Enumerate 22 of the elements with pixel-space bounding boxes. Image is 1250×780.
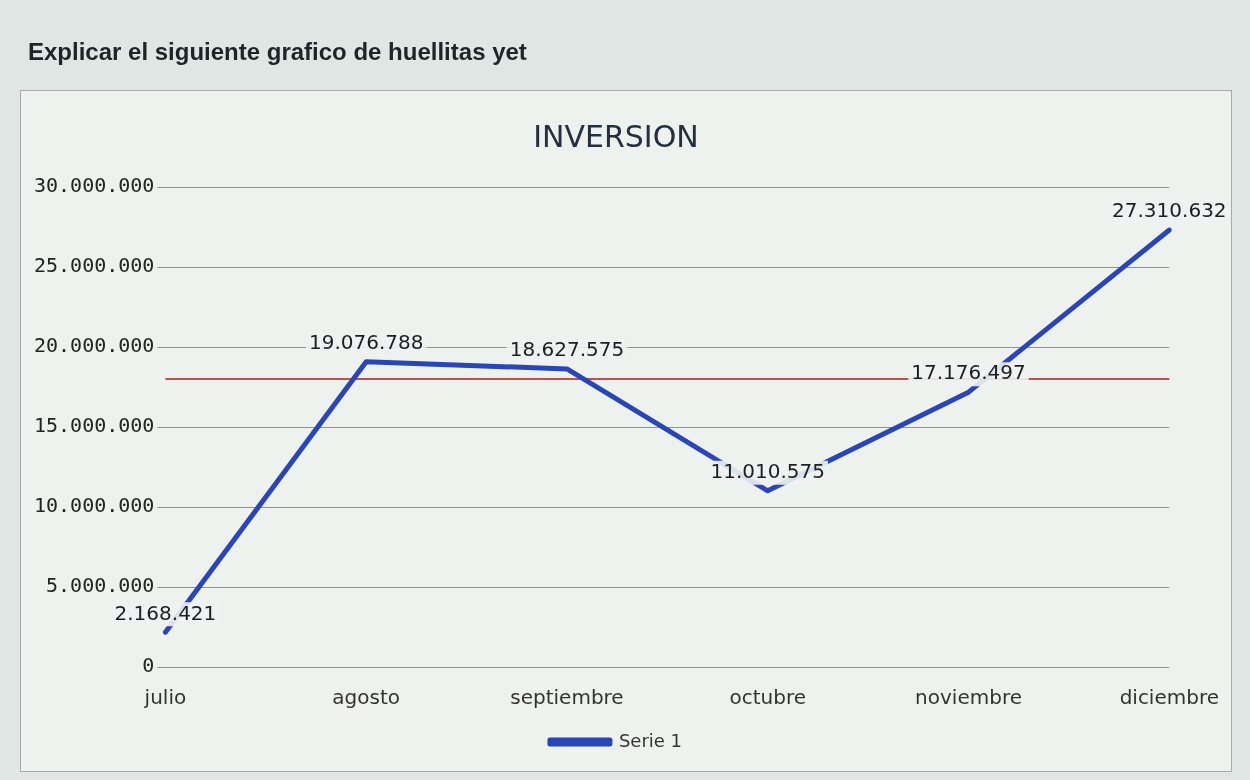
y-tick-label: 0 xyxy=(142,653,155,678)
x-tick-label: agosto xyxy=(332,685,401,710)
data-label: 2.168.421 xyxy=(114,600,217,625)
x-tick-label: septiembre xyxy=(510,685,624,710)
data-label: 17.176.497 xyxy=(911,360,1026,385)
data-label: 27.310.632 xyxy=(1112,198,1227,223)
x-tick-label: noviembre xyxy=(915,685,1022,710)
y-tick-label: 25.000.000 xyxy=(33,253,155,278)
y-tick-label: 10.000.000 xyxy=(33,493,155,518)
x-tick-label: diciembre xyxy=(1119,685,1219,710)
data-label: 11.010.575 xyxy=(710,459,826,484)
legend-label: Serie 1 xyxy=(618,729,683,751)
x-tick-label: julio xyxy=(143,685,187,710)
y-tick-label: 30.000.000 xyxy=(33,173,155,198)
y-tick-label: 5.000.000 xyxy=(46,573,155,598)
chart-title: INVERSION xyxy=(533,118,699,154)
x-tick-label: octubre xyxy=(729,685,807,710)
data-label: 18.627.575 xyxy=(509,337,625,362)
y-tick-label: 15.000.000 xyxy=(33,413,155,438)
data-label: 19.076.788 xyxy=(308,329,424,354)
y-tick-label: 20.000.000 xyxy=(33,333,155,358)
chart-subtitle: Explicar el siguiente grafico de huellitas yet xyxy=(28,38,527,66)
